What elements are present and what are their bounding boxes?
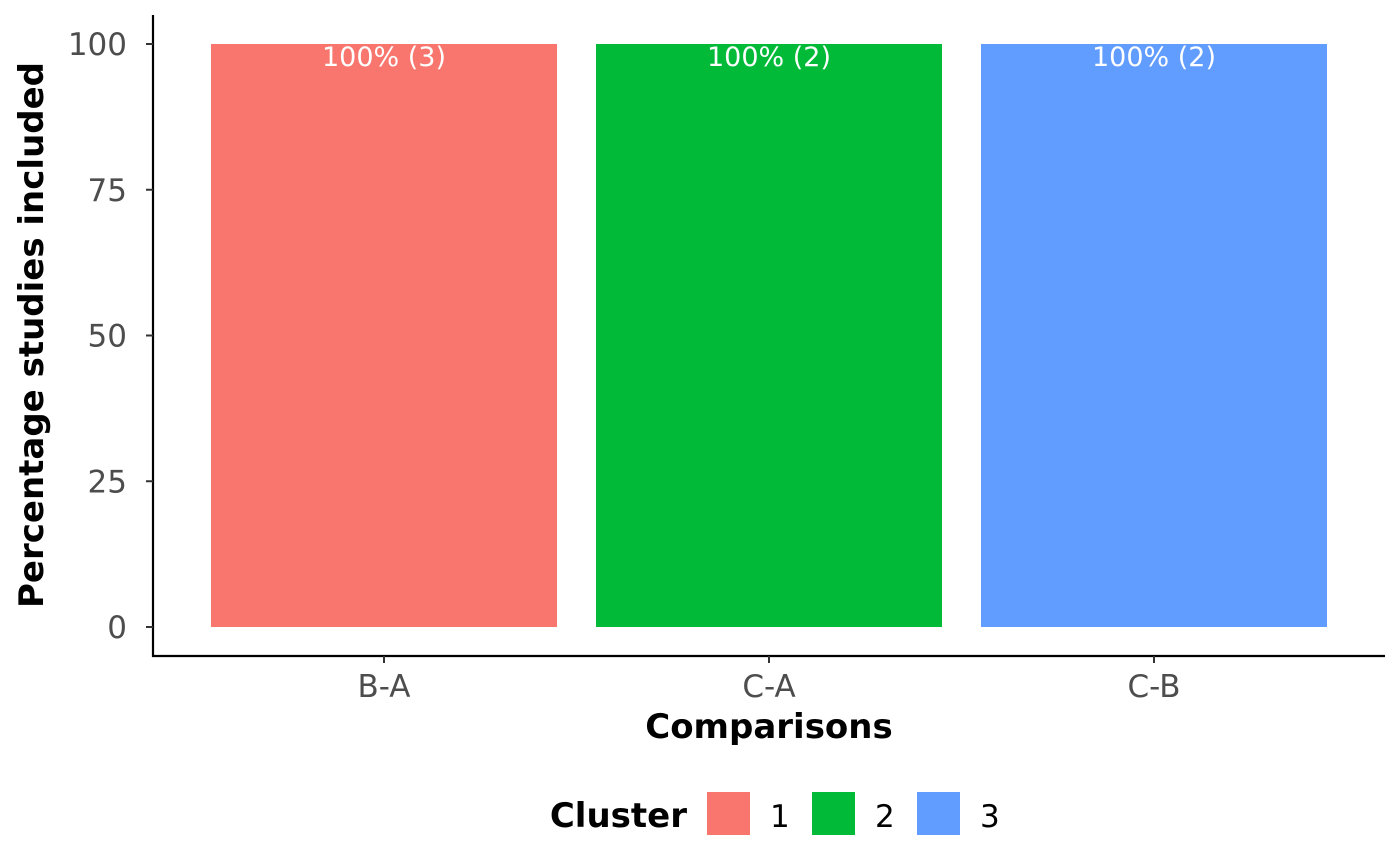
bar-C-A [596, 44, 942, 627]
legend-label-2: 2 [875, 799, 895, 835]
x-axis-ticks: B-A C-A C-B [358, 656, 1181, 705]
bar-B-A [211, 44, 557, 627]
data-labels-layer: 100% (3) 100% (2) 100% (2) [322, 42, 1216, 73]
data-label-B-A: 100% (3) [322, 42, 446, 73]
y-tick-label-75: 75 [88, 173, 127, 209]
legend-key-3 [917, 792, 960, 835]
x-tick-label-B-A: B-A [358, 669, 411, 705]
x-tick-label-C-B: C-B [1128, 669, 1181, 705]
legend: Cluster 1 2 3 [550, 792, 1000, 836]
data-label-C-B: 100% (2) [1092, 42, 1216, 73]
y-tick-label-0: 0 [107, 610, 127, 646]
legend-label-3: 3 [980, 799, 1000, 835]
bars-layer [211, 44, 1327, 627]
legend-key-2 [812, 792, 855, 835]
y-tick-label-50: 50 [88, 319, 127, 355]
legend-items: 1 2 3 [707, 792, 1000, 835]
y-tick-label-25: 25 [88, 464, 127, 500]
legend-title: Cluster [550, 796, 687, 836]
x-axis-title: Comparisons [645, 707, 892, 747]
legend-key-1 [707, 792, 750, 835]
y-tick-label-100: 100 [68, 27, 127, 63]
legend-label-1: 1 [770, 799, 790, 835]
bar-C-B [981, 44, 1327, 627]
y-axis-title: Percentage studies included [12, 62, 52, 608]
y-axis-ticks: 0 25 50 75 100 [68, 27, 153, 646]
data-label-C-A: 100% (2) [707, 42, 831, 73]
x-tick-label-C-A: C-A [742, 669, 795, 705]
